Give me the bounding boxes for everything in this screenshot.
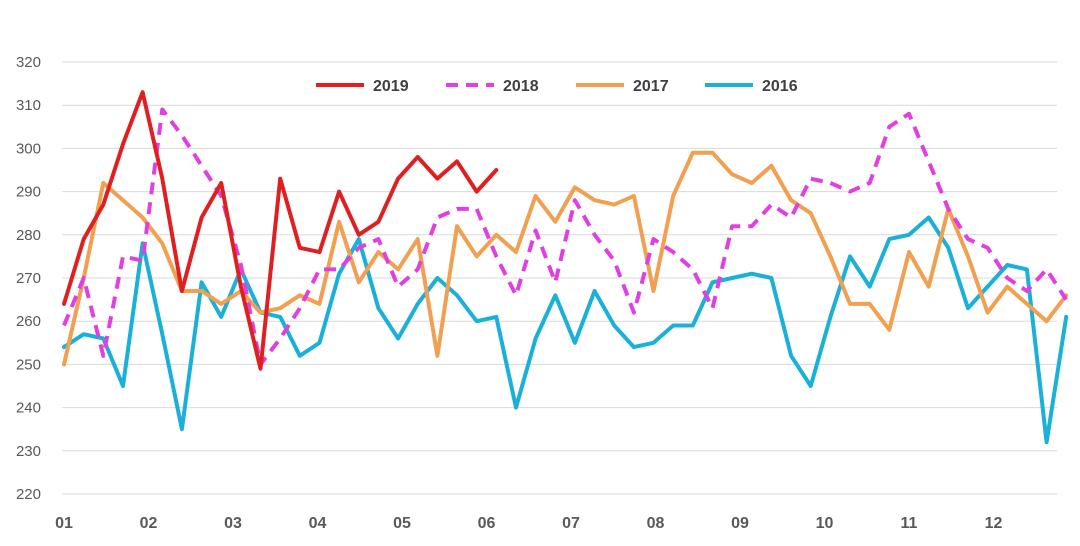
y-tick-label: 260	[16, 313, 41, 330]
y-tick-label: 220	[16, 486, 41, 503]
x-tick-label: 09	[731, 515, 749, 532]
x-tick-label: 06	[478, 515, 496, 532]
x-tick-label: 03	[224, 515, 242, 532]
series-line-2016	[62, 215, 1069, 445]
y-axis-ticks: 220 230 240 250 260 270 280 290 300 310 320	[16, 54, 41, 503]
series-line-2017	[62, 150, 1069, 367]
x-tick-label: 04	[309, 515, 327, 532]
legend: 2019 2018 2017 2016	[316, 78, 798, 95]
legend-label-2016: 2016	[762, 78, 798, 95]
series-lines	[62, 90, 1069, 445]
y-tick-label: 300	[16, 140, 41, 157]
legend-label-2018: 2018	[503, 78, 539, 95]
x-tick-label: 05	[393, 515, 411, 532]
gridlines	[62, 61, 1057, 495]
y-tick-label: 320	[16, 54, 41, 71]
legend-label-2019: 2019	[373, 78, 409, 95]
x-tick-label: 12	[985, 515, 1003, 532]
x-tick-label: 10	[816, 515, 834, 532]
y-tick-label: 290	[16, 184, 41, 201]
series-line-2018	[62, 107, 1068, 367]
x-tick-label: 11	[901, 515, 918, 532]
series-line-2019	[62, 90, 499, 371]
y-tick-label: 280	[16, 227, 41, 244]
x-tick-label: 02	[140, 515, 158, 532]
x-tick-label: 08	[647, 515, 665, 532]
x-tick-label: 07	[562, 515, 580, 532]
x-axis-ticks: 01 02 03 04 05 06 07 08 09 10 11 12	[55, 515, 1002, 532]
y-tick-label: 230	[16, 443, 41, 460]
y-tick-label: 270	[16, 270, 41, 287]
y-tick-label: 310	[16, 97, 41, 114]
x-tick-label: 01	[55, 515, 73, 532]
y-tick-label: 250	[16, 356, 41, 373]
y-tick-label: 240	[16, 400, 41, 417]
legend-label-2017: 2017	[633, 78, 669, 95]
